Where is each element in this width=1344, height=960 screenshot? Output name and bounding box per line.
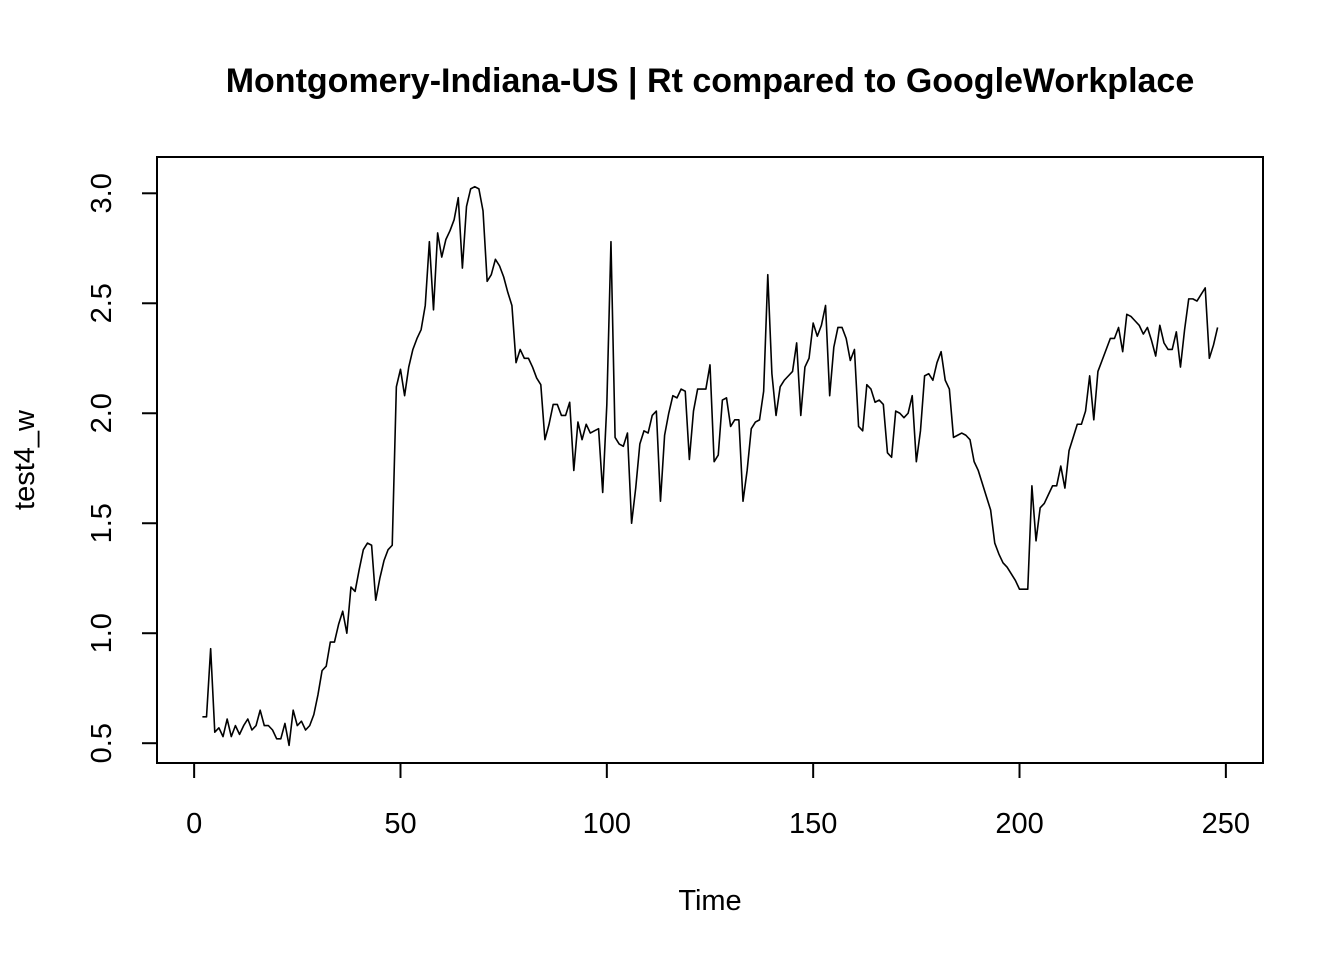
y-axis-label: test4_w	[9, 409, 41, 510]
plot-frame	[156, 156, 1264, 764]
series-line	[202, 185, 1219, 747]
x-tick-label: 100	[583, 808, 631, 840]
y-tick-label: 2.0	[86, 393, 118, 433]
x-tick-label: 250	[1202, 808, 1250, 840]
chart-title: Montgomery-Indiana-US | Rt compared to G…	[226, 62, 1195, 100]
y-tick-label: 3.0	[86, 173, 118, 213]
y-tick-label: 1.5	[86, 503, 118, 543]
x-tick-label: 200	[995, 808, 1043, 840]
y-tick-label: 0.5	[86, 723, 118, 763]
x-axis: 0 50 100 150 200 250	[186, 762, 1250, 840]
y-tick-label: 2.5	[86, 283, 118, 323]
x-tick-label: 50	[384, 808, 416, 840]
x-axis-label: Time	[678, 885, 741, 917]
y-axis: 0.5 1.0 1.5 2.0 2.5 3.0	[86, 173, 158, 763]
y-tick-label: 1.0	[86, 613, 118, 653]
x-tick-label: 0	[186, 808, 202, 840]
x-tick-label: 150	[789, 808, 837, 840]
